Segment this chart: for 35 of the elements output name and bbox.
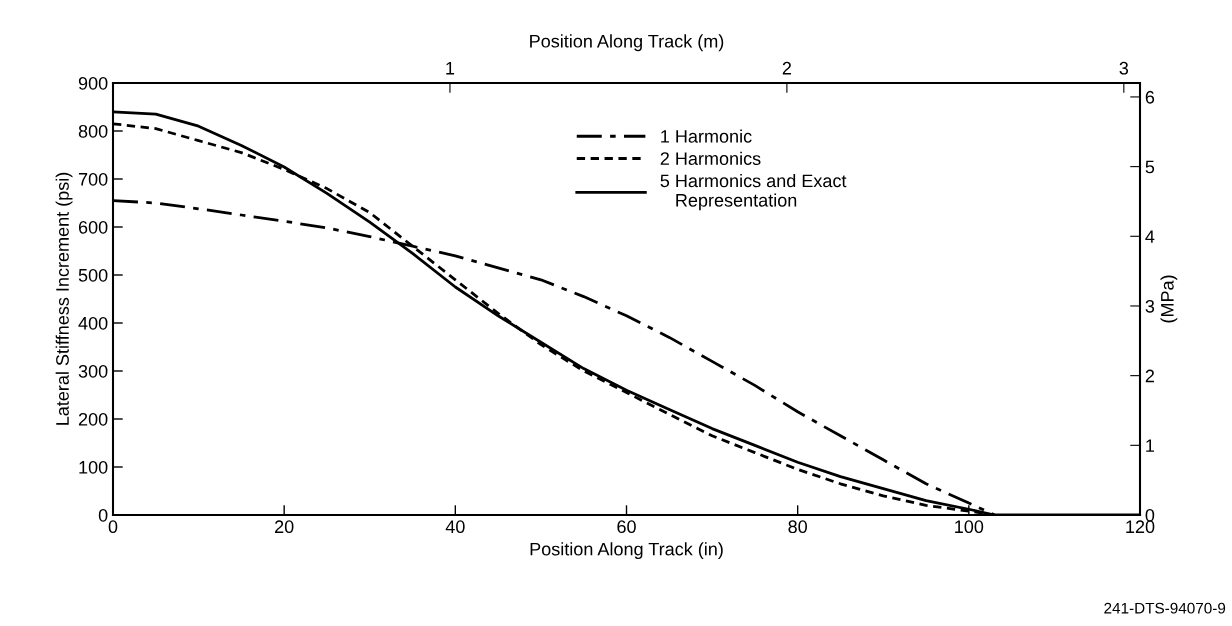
x-tick-label: 0 xyxy=(108,520,118,534)
y2-tick-label: 0 xyxy=(1145,508,1155,522)
y-tick-label: 600 xyxy=(78,220,108,234)
y-axis-title: Lateral Stiffness Increment (psi) xyxy=(55,172,73,425)
y2-tick-label: 5 xyxy=(1145,160,1155,174)
x-tick-label: 20 xyxy=(275,520,294,534)
x-tick-label: 40 xyxy=(445,520,465,534)
x2-axis-title: Position Along Track (m) xyxy=(530,34,724,52)
y2-axis-title: (MPa) xyxy=(1160,275,1178,323)
x2-tick-label: 1 xyxy=(446,61,455,75)
text: 241-DTS-94070-9 xyxy=(1104,602,1226,614)
y-tick-label: 500 xyxy=(78,268,108,282)
y2-tick-label: 2 xyxy=(1145,369,1154,383)
y-tick-label: 700 xyxy=(78,172,108,186)
y-tick-label: 400 xyxy=(78,316,108,330)
y-tick-label: 100 xyxy=(79,460,108,474)
legend-label: 1 Harmonic xyxy=(661,129,752,143)
y-tick-label: 200 xyxy=(78,412,108,426)
y-tick-label: 300 xyxy=(78,364,108,378)
x2-tick-label: 2 xyxy=(782,61,791,75)
x-tick-label: 120 xyxy=(1126,520,1155,534)
legend-label: 2 Harmonics xyxy=(660,151,761,165)
y2-tick-label: 1 xyxy=(1146,439,1155,452)
y-tick-label: 800 xyxy=(78,124,108,138)
x2-tick-label: 3 xyxy=(1119,61,1129,75)
y-tick-label: 900 xyxy=(78,76,108,90)
y2-tick-label: 4 xyxy=(1145,230,1155,243)
y-tick-label: 0 xyxy=(98,508,108,522)
legend-label: 5 Harmonics and Exact Representation xyxy=(660,173,847,211)
y2-tick-label: 6 xyxy=(1145,90,1155,104)
x-axis-title: Position Along Track (in) xyxy=(530,542,723,560)
x-tick-label: 100 xyxy=(955,520,984,534)
x-tick-label: 80 xyxy=(788,520,807,534)
y2-tick-label: 3 xyxy=(1145,299,1155,313)
x-tick-label: 60 xyxy=(617,520,636,534)
